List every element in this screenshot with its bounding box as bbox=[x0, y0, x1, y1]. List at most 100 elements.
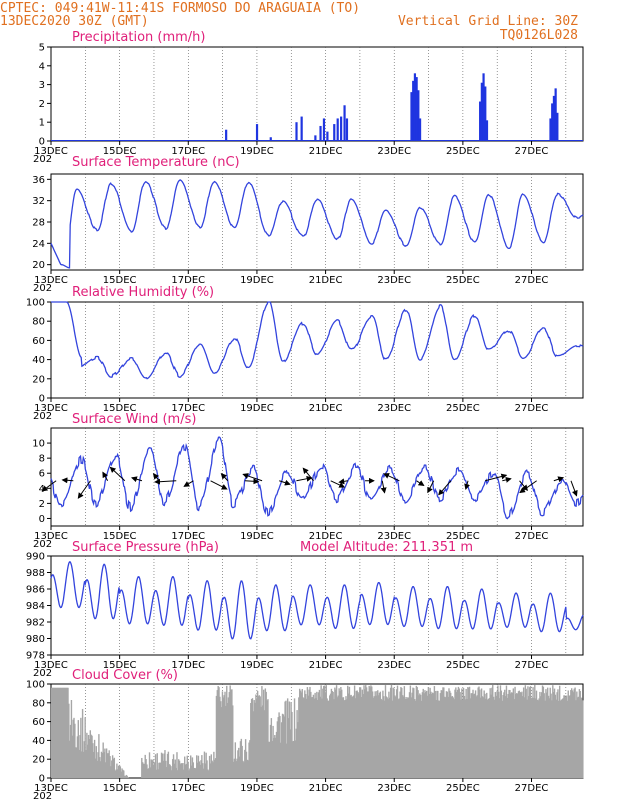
x-tick-label: 17DEC bbox=[171, 660, 205, 671]
precip-bar bbox=[319, 125, 322, 141]
x-tick-label: 27DEC bbox=[515, 146, 549, 157]
cloud-bar bbox=[359, 687, 362, 778]
cloud-bar bbox=[263, 710, 266, 778]
cloud-bar bbox=[389, 687, 392, 778]
cloud-bar bbox=[425, 690, 428, 778]
cloud-bar bbox=[468, 686, 471, 778]
cloud-bar bbox=[298, 697, 300, 778]
year-stub: 202 bbox=[33, 539, 52, 550]
x-tick-label: 25DEC bbox=[446, 660, 480, 671]
cloud-bar bbox=[395, 689, 398, 778]
cloud-bar bbox=[148, 752, 151, 778]
cloud-bar bbox=[317, 692, 320, 778]
x-tick-label: 15DEC bbox=[103, 275, 137, 286]
cloud-bar bbox=[451, 696, 454, 778]
cloud-bar bbox=[83, 741, 86, 778]
y-tick-label: 2 bbox=[39, 499, 45, 510]
cloud-bar bbox=[58, 687, 61, 778]
cloud-bar bbox=[348, 686, 351, 778]
cloud-bar bbox=[536, 699, 539, 778]
cloud-bar bbox=[51, 687, 54, 778]
cloud-bar bbox=[267, 699, 269, 778]
precip-bar bbox=[551, 103, 554, 141]
cloud-bar bbox=[324, 692, 327, 778]
cloud-bar bbox=[543, 693, 545, 778]
cloud-bar bbox=[564, 697, 567, 778]
cloud-bar bbox=[154, 754, 157, 778]
cloud-bar bbox=[284, 701, 286, 778]
cloud-bar bbox=[310, 691, 312, 778]
cloud-bar bbox=[437, 700, 440, 778]
cloud-bar bbox=[218, 687, 220, 778]
cloud-bar bbox=[581, 697, 583, 778]
cloud-bar bbox=[59, 687, 61, 778]
cloud-bar bbox=[497, 685, 499, 778]
cloud-bar bbox=[63, 687, 66, 778]
y-tick-label: 60 bbox=[32, 717, 45, 728]
y-tick-label: 80 bbox=[32, 698, 45, 709]
cloud-bar bbox=[253, 700, 255, 778]
cloud-bar bbox=[123, 770, 125, 778]
cloud-bar bbox=[491, 687, 493, 778]
x-tick-label: 13DEC bbox=[34, 403, 68, 414]
cloud-bar bbox=[287, 718, 290, 778]
cloud-bar bbox=[570, 688, 573, 778]
cloud-bar bbox=[561, 699, 563, 778]
cloud-bar bbox=[87, 734, 90, 778]
cloud-bar bbox=[338, 688, 340, 778]
cloud-bar bbox=[577, 696, 580, 778]
cloud-bar bbox=[268, 741, 270, 778]
y-tick-label: 40 bbox=[32, 736, 45, 747]
cloud-bar bbox=[61, 687, 63, 778]
cloud-bar bbox=[406, 698, 408, 778]
humidity-line bbox=[51, 301, 584, 380]
cloud-bar bbox=[320, 685, 322, 778]
cloud-bar bbox=[294, 740, 297, 778]
cloud-bar bbox=[167, 751, 170, 778]
cloud-bar bbox=[64, 687, 67, 778]
cloud-bar bbox=[447, 696, 449, 778]
wind-arrow bbox=[242, 473, 263, 482]
wind-arrow bbox=[220, 472, 229, 482]
cloud-bar bbox=[221, 691, 224, 778]
cloud-bar bbox=[414, 700, 417, 778]
cloud-bar bbox=[208, 755, 211, 778]
cloud-bar bbox=[184, 756, 186, 778]
cloud-bar bbox=[578, 689, 581, 778]
cloud-bar bbox=[540, 696, 542, 778]
cloud-bar bbox=[546, 687, 549, 778]
cloud-bar bbox=[565, 695, 568, 778]
cloud-bar bbox=[492, 685, 494, 778]
cloud-bar bbox=[356, 690, 358, 778]
cloud-bar bbox=[380, 698, 382, 778]
cloud-bar bbox=[505, 685, 508, 778]
cloud-bar bbox=[524, 685, 527, 778]
cloud-bar bbox=[478, 686, 480, 778]
cloud-bar bbox=[362, 694, 364, 778]
cloud-bar bbox=[407, 697, 410, 778]
cloud-bar bbox=[170, 766, 172, 778]
cloud-bar bbox=[244, 739, 247, 778]
cloud-bar bbox=[416, 687, 418, 778]
y-tick-label: 8 bbox=[39, 454, 45, 465]
cloud-bar bbox=[269, 724, 272, 778]
cloud-bar bbox=[473, 694, 475, 778]
cloud-bar bbox=[569, 695, 571, 778]
cloud-bar bbox=[86, 732, 88, 778]
precip-bar bbox=[269, 137, 272, 141]
y-tick-label: 988 bbox=[26, 568, 45, 579]
x-tick-label: 27DEC bbox=[515, 531, 549, 542]
cloud-bar bbox=[177, 759, 180, 778]
cloud-bar bbox=[302, 697, 304, 778]
cloud-bar bbox=[103, 752, 105, 778]
cloud-bar bbox=[144, 754, 146, 778]
precip-bar bbox=[343, 105, 346, 141]
cloud-bar bbox=[147, 768, 149, 778]
cloud-bar bbox=[273, 738, 275, 778]
cloud-bar bbox=[351, 696, 353, 778]
cloud-bar bbox=[93, 751, 95, 778]
cloud-bar bbox=[293, 698, 296, 778]
cloud-bar bbox=[410, 697, 412, 778]
cloud-bar bbox=[437, 690, 439, 778]
cloud-bar bbox=[504, 689, 506, 778]
